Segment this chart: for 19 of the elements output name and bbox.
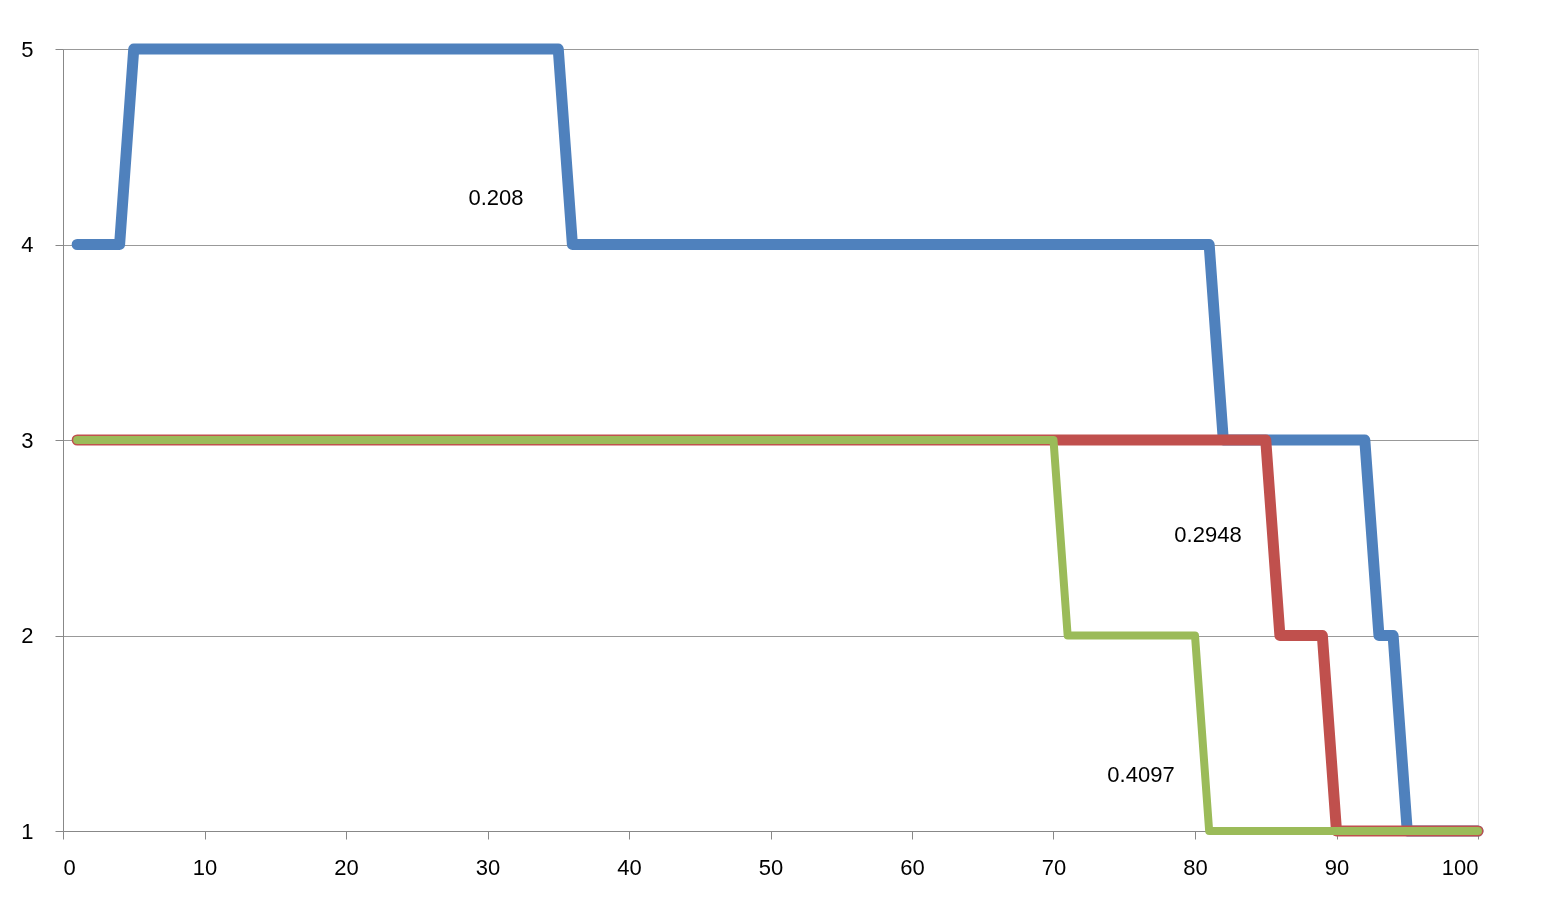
x-tick-label: 40 <box>617 854 642 880</box>
x-tick-label: 100 <box>1441 854 1479 880</box>
y-tick-label: 1 <box>21 818 34 844</box>
y-tick-label: 5 <box>21 36 34 62</box>
annotation: 0.2948 <box>1174 522 1242 547</box>
x-tick-label: 10 <box>192 854 218 880</box>
x-tick-label: 0 <box>63 854 76 880</box>
x-tick-label: 90 <box>1324 854 1350 880</box>
y-tick-label: 4 <box>21 232 34 257</box>
x-tick-label: 80 <box>1183 854 1208 880</box>
annotation: 0.4097 <box>1107 762 1175 787</box>
x-tick-label: 50 <box>758 854 784 880</box>
y-tick-label: 2 <box>21 623 34 648</box>
y-tick-label: 3 <box>21 427 34 453</box>
x-tick-label: 60 <box>900 854 925 880</box>
annotation: 0.208 <box>468 185 524 210</box>
x-tick-label: 70 <box>1041 854 1067 880</box>
x-tick-label: 20 <box>334 854 359 880</box>
x-tick-label: 30 <box>475 854 501 880</box>
